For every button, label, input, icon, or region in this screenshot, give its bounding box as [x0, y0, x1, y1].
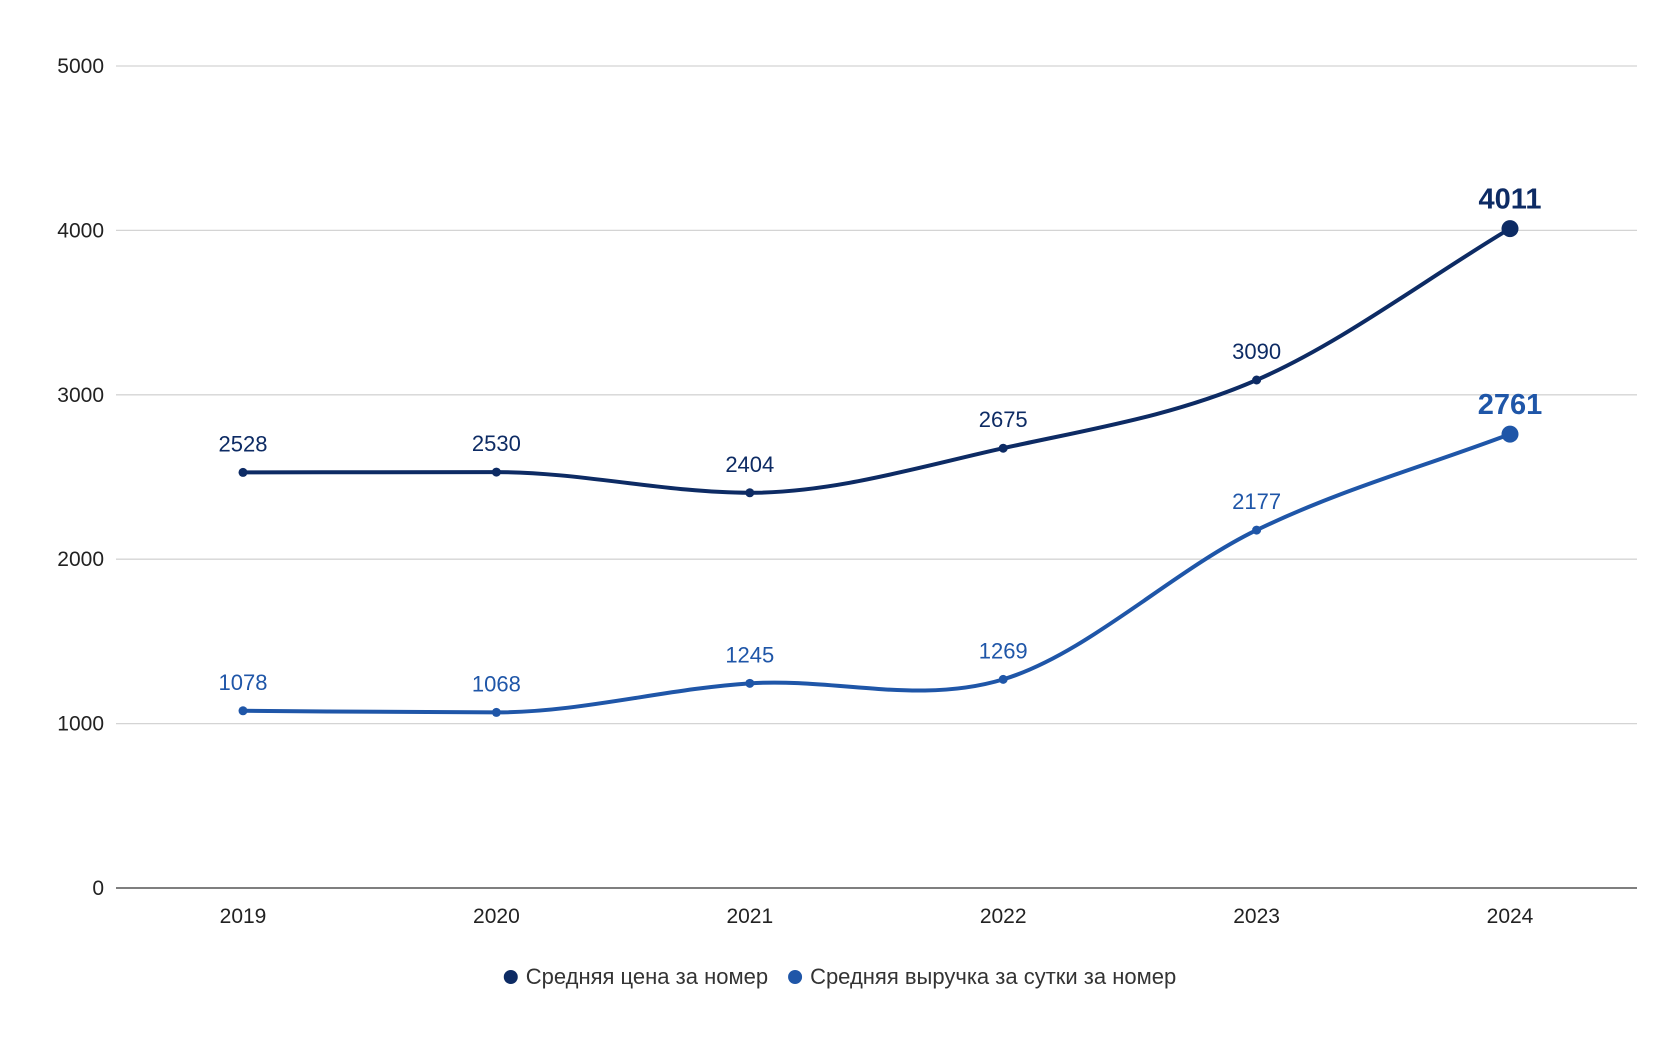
data-label: 1245 — [725, 642, 774, 667]
data-point — [1501, 220, 1519, 238]
legend-label: Средняя цена за номер — [526, 964, 768, 989]
data-point — [1501, 425, 1519, 443]
data-point — [745, 678, 755, 688]
gridlines — [116, 65, 1637, 725]
data-point — [998, 443, 1008, 453]
data-label: 2761 — [1478, 389, 1543, 421]
series-layer — [238, 220, 1519, 717]
data-point — [238, 467, 248, 477]
data-label: 1269 — [979, 638, 1028, 663]
data-point — [745, 488, 755, 498]
x-tick-label: 2020 — [473, 905, 520, 928]
x-tick-label: 2021 — [726, 905, 773, 928]
x-tick-label: 2022 — [980, 905, 1027, 928]
data-point — [998, 674, 1008, 684]
data-point — [491, 707, 501, 717]
y-tick-label: 0 — [92, 877, 104, 900]
y-tick-label: 2000 — [57, 548, 104, 571]
data-label: 1068 — [472, 671, 521, 696]
x-tick-label: 2023 — [1233, 905, 1280, 928]
data-labels: 2528 2530 2404 2675 3090 4011 1078 1068 1245 1269… — [219, 184, 1543, 697]
series-line-2 — [241, 432, 1512, 715]
data-point — [491, 467, 501, 477]
y-tick-label: 4000 — [57, 219, 104, 242]
legend-marker — [503, 970, 518, 984]
data-label: 3090 — [1232, 339, 1281, 364]
data-point — [1252, 525, 1262, 535]
y-tick-label: 5000 — [57, 55, 104, 78]
data-label: 4011 — [1479, 184, 1542, 216]
x-tick-label: 2019 — [220, 905, 267, 928]
legend-label: Средняя выручка за сутки за номер — [810, 964, 1176, 989]
data-point — [1252, 375, 1262, 385]
data-point — [238, 706, 248, 716]
data-label: 2675 — [979, 407, 1028, 432]
axes: 0 1000 2000 3000 4000 5000 2019 2020 2021 2022 202… — [57, 55, 1637, 928]
legend-marker — [788, 970, 803, 984]
series-line-1 — [241, 226, 1512, 495]
data-label: 2404 — [725, 452, 774, 477]
y-tick-label: 1000 — [57, 713, 104, 736]
data-label: 1078 — [219, 670, 268, 695]
data-label: 2530 — [472, 431, 521, 456]
data-label: 2528 — [219, 431, 268, 456]
x-tick-label: 2024 — [1487, 905, 1534, 928]
legend: Средняя цена за номер Средняя выручка за … — [503, 964, 1176, 989]
y-tick-label: 3000 — [57, 384, 104, 407]
data-label: 2177 — [1232, 489, 1281, 514]
